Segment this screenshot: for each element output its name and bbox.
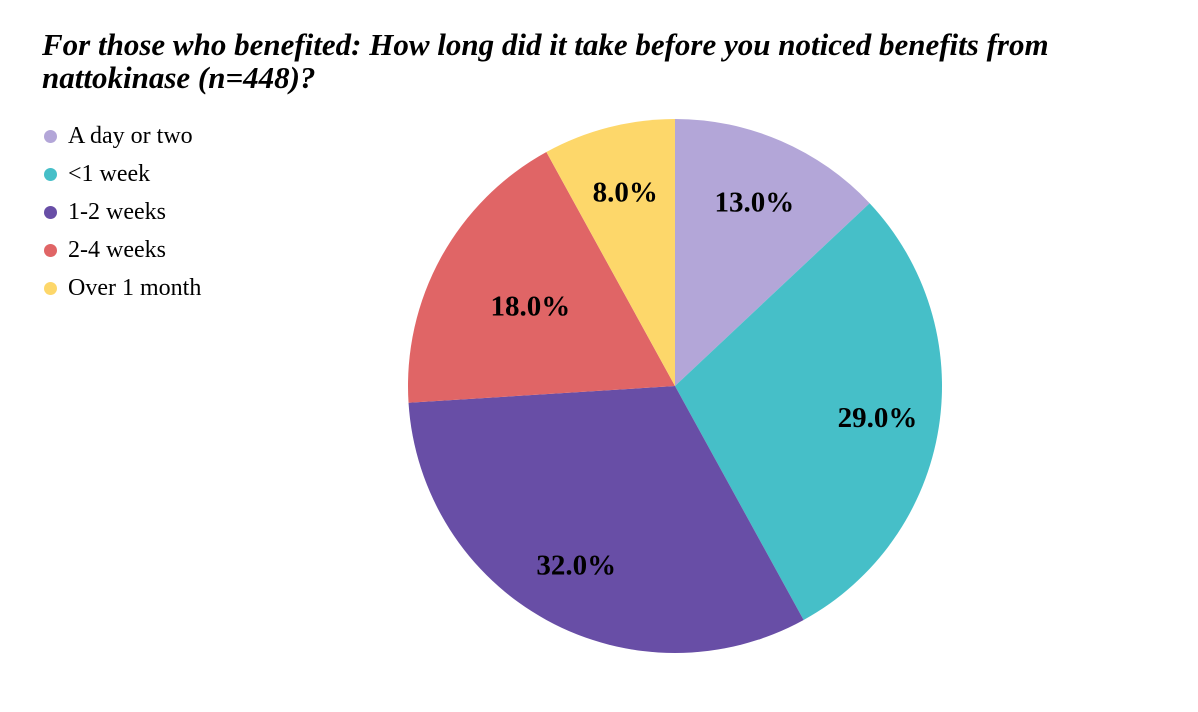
pie-slices <box>408 119 943 653</box>
pie-slice-less-than-1-week <box>675 203 943 620</box>
pie-value-labels: 13.0% 29.0% 32.0% 18.0% 8.0% <box>491 176 918 581</box>
legend-swatch-1-2-weeks <box>44 205 57 219</box>
pie-label-2-4-weeks: 18.0% <box>491 291 571 323</box>
legend-label-1-2-weeks: 1-2 weeks <box>68 198 166 225</box>
legend-label-2-4-weeks: 2-4 weeks <box>68 236 166 263</box>
pie-slice-over-1-month <box>546 119 675 386</box>
pie-slice-1-2-weeks <box>408 386 804 653</box>
legend-item-a-day-or-two: A day or two <box>44 117 201 155</box>
pie-label-1-2-weeks: 32.0% <box>536 550 616 582</box>
legend-item-less-than-1-week: <1 week <box>44 155 201 193</box>
pie-slice-a-day-or-two <box>675 119 870 386</box>
legend-label-over-1-month: Over 1 month <box>68 274 202 301</box>
legend-swatch-2-4-weeks <box>44 243 57 257</box>
pie-slice-2-4-weeks <box>408 152 675 403</box>
legend-swatch-over-1-month <box>44 281 57 295</box>
pie-label-less-than-1-week: 29.0% <box>838 402 918 434</box>
chart-legend: A day or two <1 week 1-2 weeks 2-4 weeks… <box>44 117 201 307</box>
legend-label-a-day-or-two: A day or two <box>68 122 193 149</box>
legend-swatch-a-day-or-two <box>44 129 57 143</box>
legend-item-1-2-weeks: 1-2 weeks <box>44 193 201 231</box>
legend-item-over-1-month: Over 1 month <box>44 269 201 307</box>
pie-label-a-day-or-two: 13.0% <box>715 186 795 218</box>
pie-label-over-1-month: 8.0% <box>593 176 658 208</box>
legend-label-less-than-1-week: <1 week <box>68 160 151 187</box>
chart-title: For those who benefited: How long did it… <box>42 27 1049 95</box>
legend-swatch-less-than-1-week <box>44 167 57 181</box>
legend-item-2-4-weeks: 2-4 weeks <box>44 231 201 269</box>
